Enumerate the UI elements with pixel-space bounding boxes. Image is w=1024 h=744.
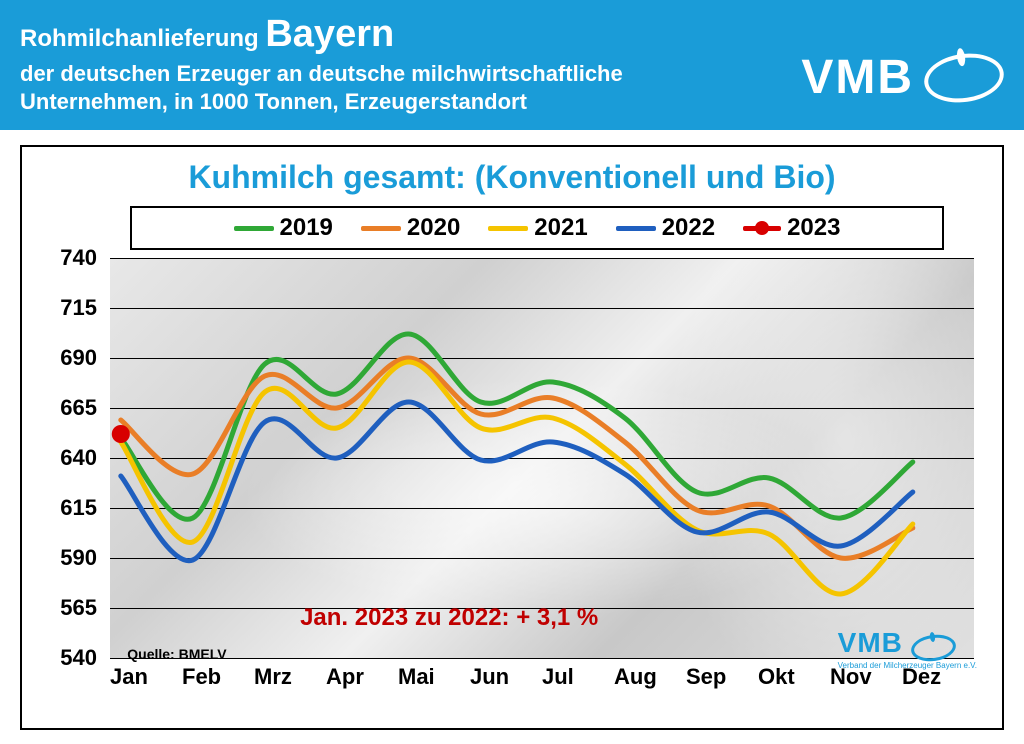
x-tick-label: Apr (326, 664, 398, 690)
x-tick-label: Aug (614, 664, 686, 690)
chart-logo-subtext: Verband der Milcherzeuger Bayern e.V. (838, 661, 977, 670)
legend-item-2021: 2021 (488, 214, 587, 242)
vmb-logo: VMB (801, 50, 1004, 105)
line-series (110, 258, 974, 658)
chart-embedded-logo: VMB Verband der Milcherzeuger Bayern e.V… (838, 627, 977, 670)
legend-item-2020: 2020 (361, 214, 460, 242)
source-citation: Quelle: BMELV (127, 646, 226, 662)
chart-logo-text: VMB (838, 627, 903, 659)
x-tick-label: Feb (182, 664, 254, 690)
y-tick-label: 665 (60, 395, 97, 421)
x-tick-label: Jul (542, 664, 614, 690)
vmb-logo-text: VMB (801, 50, 914, 105)
x-tick-label: Sep (686, 664, 758, 690)
series-line-2020 (121, 358, 913, 558)
title-region: Bayern (265, 13, 394, 55)
x-tick-label: Jan (110, 664, 182, 690)
chart-panel: Kuhmilch gesamt: (Konventionell und Bio)… (20, 145, 1004, 730)
chart-title: Kuhmilch gesamt: (Konventionell und Bio) (40, 159, 984, 196)
x-tick-label: Okt (758, 664, 830, 690)
chart-logo-icon (910, 632, 958, 664)
y-tick-label: 640 (60, 445, 97, 471)
series-line-2021 (121, 362, 913, 594)
y-tick-label: 690 (60, 345, 97, 371)
x-tick-label: Mai (398, 664, 470, 690)
y-tick-label: 715 (60, 295, 97, 321)
x-tick-label: Mrz (254, 664, 326, 690)
x-tick-label: Jun (470, 664, 542, 690)
comparison-annotation: Jan. 2023 zu 2022: + 3,1 % (300, 604, 598, 632)
legend-item-2023: 2023 (743, 214, 840, 242)
y-tick-label: 740 (60, 245, 97, 271)
y-tick-label: 615 (60, 495, 97, 521)
chart-legend: 2019 2020 2021 2022 2023 (130, 206, 944, 250)
series-marker-2023 (112, 425, 130, 443)
legend-item-2019: 2019 (234, 214, 333, 242)
title-prefix: Rohmilchanlieferung (20, 25, 259, 52)
y-tick-label: 540 (60, 645, 97, 671)
plot-area: 540565590615640665690715740 Jan. 2023 zu… (110, 258, 974, 658)
vmb-logo-icon (921, 48, 1007, 107)
y-tick-label: 590 (60, 545, 97, 571)
legend-item-2022: 2022 (616, 214, 715, 242)
y-tick-label: 565 (60, 595, 97, 621)
y-axis: 540565590615640665690715740 (40, 258, 105, 658)
header-banner: Rohmilchanlieferung Bayern der deutschen… (0, 0, 1024, 130)
